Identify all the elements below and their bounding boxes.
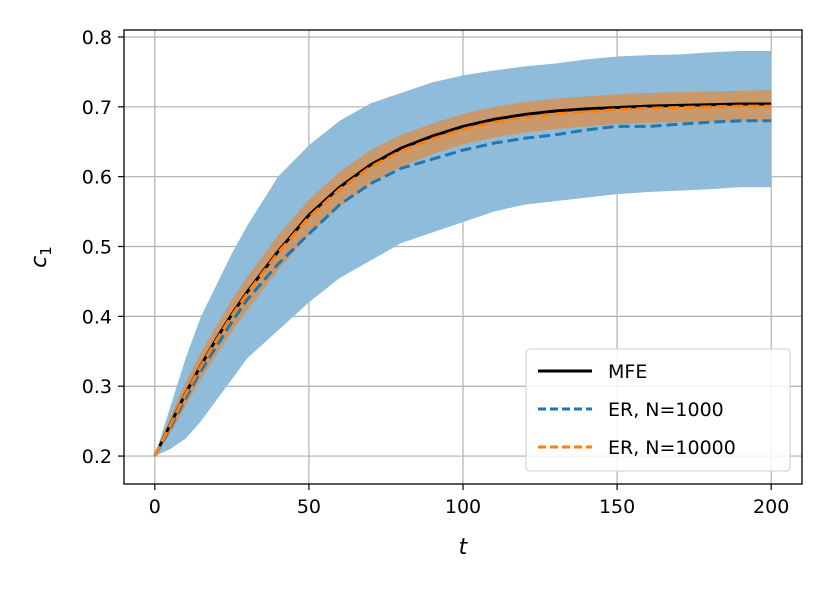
series-lines bbox=[153, 102, 772, 457]
x-tick-label: 200 bbox=[753, 496, 789, 518]
er-1000-band bbox=[154, 50, 772, 457]
y-tick-label: 0.3 bbox=[82, 376, 112, 398]
y-tick-label: 0.2 bbox=[82, 446, 112, 468]
y-tick-label: 0.5 bbox=[82, 237, 112, 259]
x-tick-label: 0 bbox=[149, 496, 161, 518]
y-axis-label-subscript: 1 bbox=[37, 246, 55, 256]
x-tick-label: 150 bbox=[599, 496, 635, 518]
legend-box bbox=[525, 348, 791, 472]
er-1000-line bbox=[153, 119, 772, 457]
legend-label: MFE bbox=[608, 361, 647, 383]
legend-label: ER, N=10000 bbox=[608, 437, 736, 459]
ticks: 0 50 100 150 200 0.2 0.3 0.4 0.5 0.6 0.7 0.8 bbox=[82, 27, 790, 518]
x-tick-label: 100 bbox=[445, 496, 481, 518]
mfe-line bbox=[153, 102, 772, 457]
x-axis-label: t bbox=[459, 535, 469, 560]
legend-label: ER, N=1000 bbox=[608, 399, 724, 421]
y-tick-label: 0.4 bbox=[82, 306, 112, 328]
confidence-bands bbox=[154, 50, 772, 457]
legend: MFE ER, N=1000 ER, N=10000 bbox=[525, 348, 791, 472]
x-tick-label: 50 bbox=[297, 496, 321, 518]
y-axis-label-main: c bbox=[27, 256, 52, 268]
y-tick-label: 0.6 bbox=[82, 167, 112, 189]
y-axis-label: c1 bbox=[27, 246, 55, 268]
y-tick-label: 0.8 bbox=[82, 27, 112, 49]
er-10000-line bbox=[153, 104, 772, 457]
y-tick-label: 0.7 bbox=[82, 97, 112, 119]
